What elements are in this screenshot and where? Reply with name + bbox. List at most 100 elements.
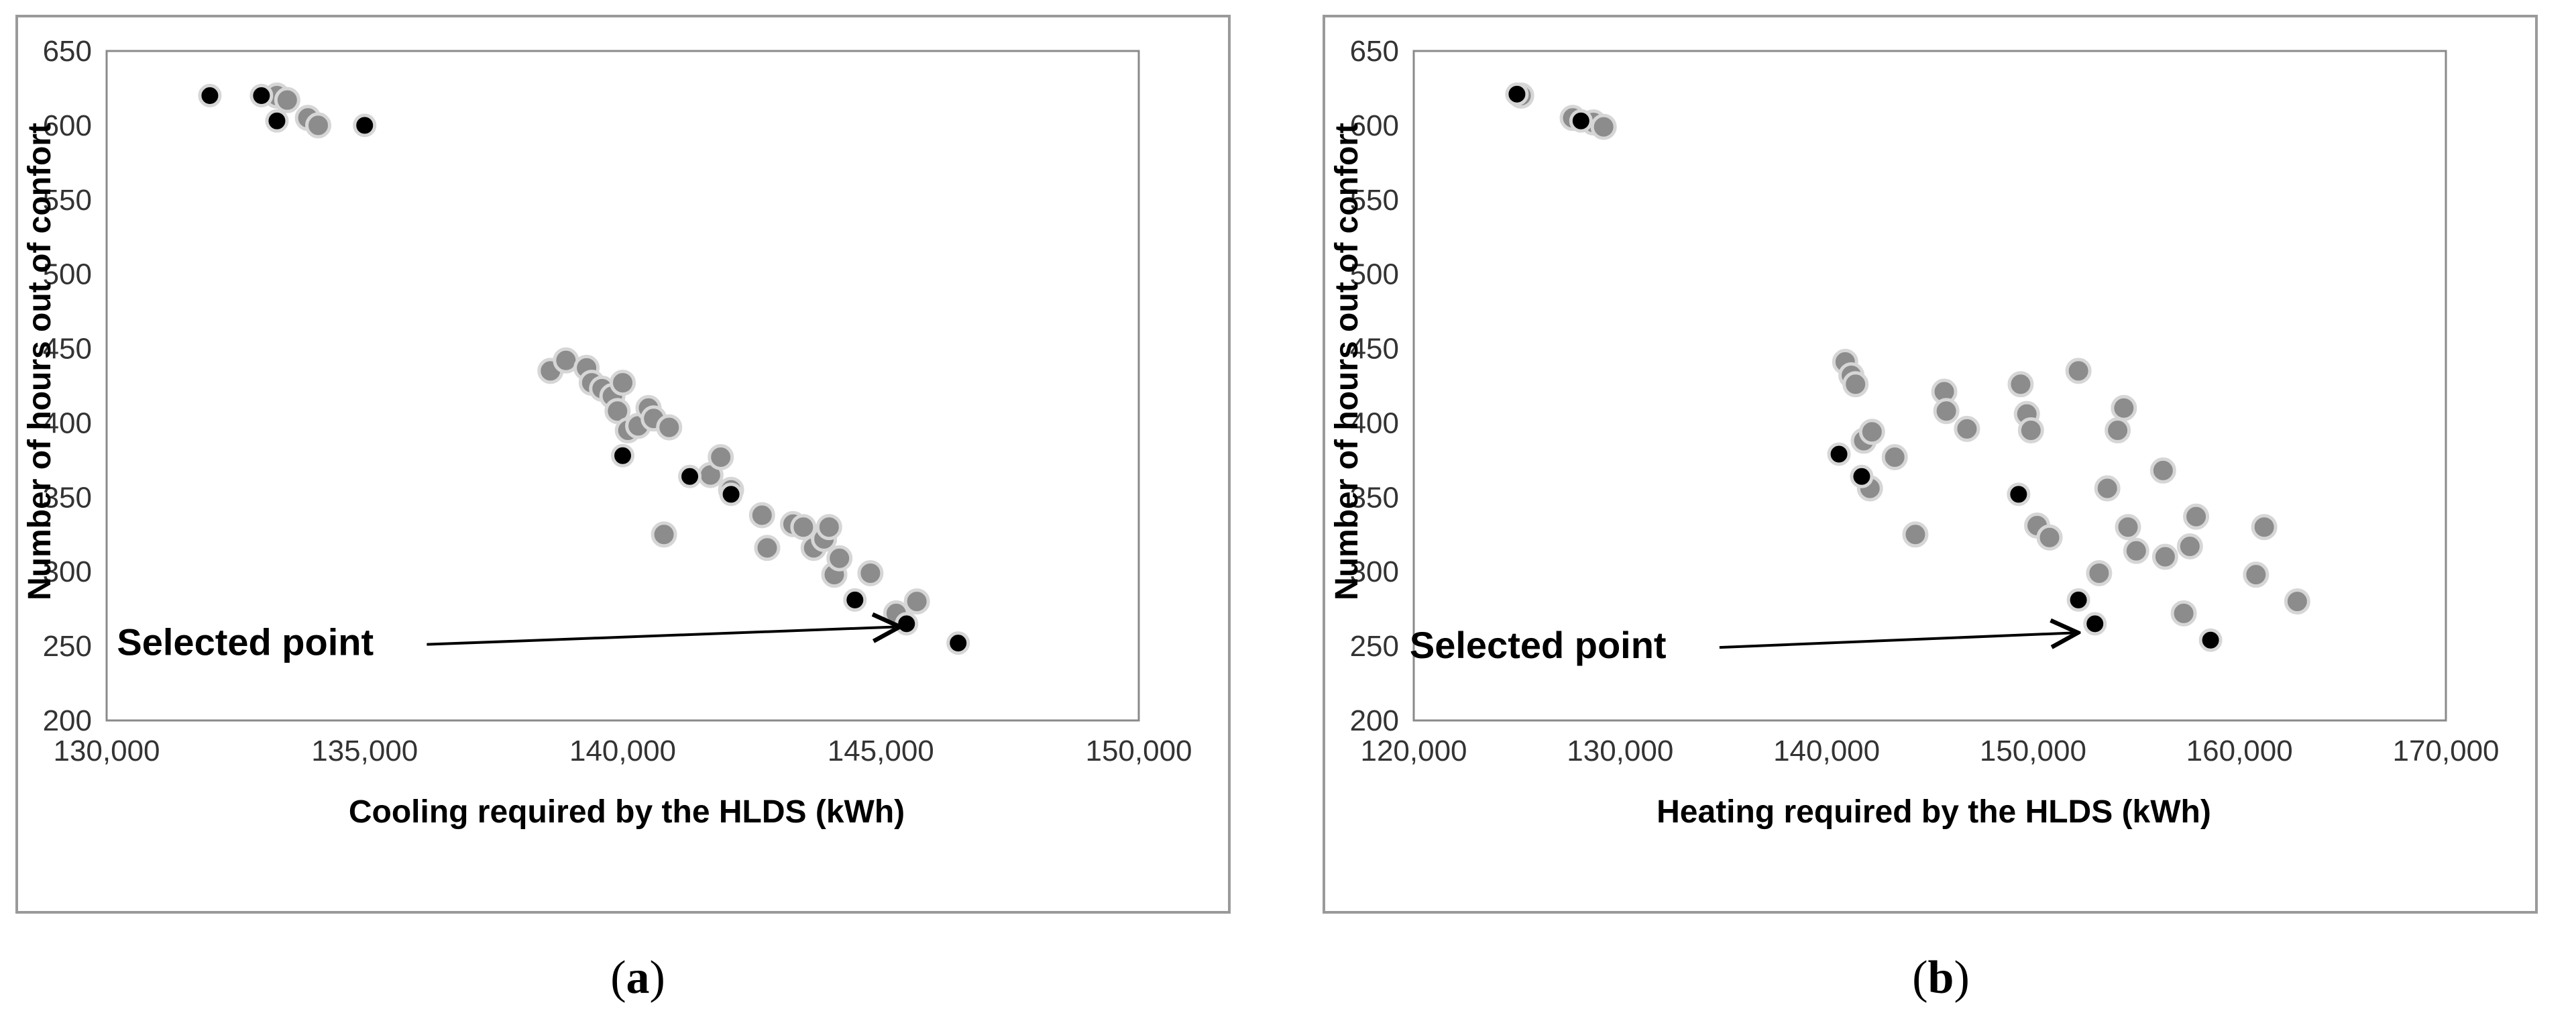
data-point-b — [2183, 503, 2210, 530]
y-tick-label-b: 550 — [1350, 184, 1399, 217]
x-tick-label-a: 135,000 — [311, 735, 418, 767]
x-tick-label-a: 130,000 — [53, 735, 160, 767]
y-tick-label-a: 400 — [43, 407, 92, 439]
data-point-a — [748, 502, 775, 529]
plot-group-a: 200 250 300 350 400 450 500 550 600 650 130,000 135… — [22, 35, 1192, 830]
data-point-b — [2115, 514, 2141, 541]
selected-point-b — [1569, 109, 1593, 133]
y-tick-label-a: 300 — [43, 555, 92, 588]
y-axis-title-a: Number of hours out of confort — [22, 123, 58, 600]
annotation-arrow-a — [427, 627, 899, 646]
caption-b-letter: b — [1927, 952, 1954, 1004]
data-point-b — [2094, 475, 2121, 502]
data-point-a — [610, 370, 636, 396]
y-tick-label-b: 500 — [1350, 258, 1399, 291]
x-tick-label-a: 140,000 — [569, 735, 676, 767]
annotation-label-b: Selected point — [1410, 624, 1667, 666]
data-point-b — [2086, 559, 2113, 586]
data-point-a — [274, 87, 300, 113]
data-point-a — [816, 514, 842, 541]
x-tick-label-b: 160,000 — [2186, 735, 2293, 767]
data-point-b — [1933, 398, 1960, 425]
y-tick-label-a: 350 — [43, 481, 92, 514]
data-point-b — [2105, 417, 2131, 444]
data-point-a — [304, 112, 331, 139]
x-tick-label-a: 150,000 — [1085, 735, 1192, 767]
selected-point-b — [1827, 442, 1851, 466]
data-point-a — [754, 535, 781, 561]
caption-a: (a) — [610, 952, 665, 1004]
data-point-a — [826, 545, 853, 572]
selected-point-a — [719, 482, 743, 506]
plot-group-b: 200 250 300 350 400 450 500 550 600 650 120,000 130… — [1329, 35, 2500, 830]
data-point-a — [790, 514, 817, 541]
annotation-label-a: Selected point — [117, 621, 374, 663]
selected-point-a — [895, 612, 919, 636]
selected-point-a — [249, 84, 274, 108]
y-tick-label-a: 250 — [43, 630, 92, 663]
x-tick-label-a: 145,000 — [828, 735, 934, 767]
y-tick-label-b: 250 — [1350, 630, 1399, 663]
y-tick-label-b: 350 — [1350, 481, 1399, 514]
data-point-a — [656, 414, 683, 441]
data-point-b — [1902, 521, 1929, 548]
selected-point-a — [198, 84, 222, 108]
data-point-a — [903, 588, 930, 615]
y-tick-label-a: 450 — [43, 333, 92, 366]
data-point-b — [1881, 443, 1908, 470]
selected-point-b — [2066, 588, 2090, 612]
x-tick-label-b: 150,000 — [1980, 735, 2086, 767]
data-point-b — [2149, 457, 2176, 484]
data-point-b — [2151, 543, 2178, 570]
y-axis-title-b: Number of hours out of confort — [1329, 123, 1365, 600]
data-point-a — [857, 559, 884, 586]
data-point-b — [2123, 537, 2149, 564]
selected-point-a — [946, 631, 970, 655]
y-tick-label-a: 500 — [43, 258, 92, 291]
x-axis-title-a: Cooling required by the HLDS (kWh) — [349, 794, 905, 830]
chart-panel-b: 200 250 300 350 400 450 500 550 600 650 120,000 130… — [1323, 15, 2538, 914]
plot-area-b — [1412, 50, 2447, 722]
selected-point-b — [2198, 628, 2223, 652]
data-point-b — [2065, 358, 2092, 384]
data-point-b — [2243, 561, 2270, 588]
x-tick-label-b: 140,000 — [1773, 735, 1880, 767]
data-point-b — [2284, 588, 2310, 615]
y-tick-label-a: 200 — [43, 704, 92, 737]
x-tick-label-b: 130,000 — [1567, 735, 1673, 767]
selected-point-a — [678, 464, 702, 488]
data-point-a — [708, 443, 734, 470]
y-tick-label-a: 650 — [43, 35, 92, 68]
data-point-b — [2111, 394, 2137, 421]
data-point-b — [1842, 371, 1869, 398]
data-point-b — [1590, 113, 1617, 140]
selected-point-a — [353, 113, 377, 138]
data-point-b — [2036, 524, 2063, 551]
data-point-b — [2017, 417, 2044, 444]
data-point-b — [1954, 415, 1980, 442]
scatter-chart-b: 200 250 300 350 400 450 500 550 600 650 120,000 130… — [1329, 35, 2500, 830]
selected-point-a — [265, 109, 289, 133]
data-point-b — [2170, 600, 2197, 627]
data-point-b — [2251, 514, 2278, 541]
y-tick-label-b: 300 — [1350, 555, 1399, 588]
selected-point-b — [2083, 612, 2107, 636]
selected-point-b — [2007, 482, 2031, 506]
selected-point-a — [611, 443, 634, 468]
chart-panel-a: 200 250 300 350 400 450 500 550 600 650 130,000 135… — [15, 15, 1231, 914]
y-tick-label-b: 200 — [1350, 704, 1399, 737]
data-point-b — [2007, 371, 2034, 398]
y-tick-label-b: 650 — [1350, 35, 1399, 68]
data-point-a — [651, 521, 677, 548]
selected-point-b — [1505, 82, 1529, 106]
y-tick-label-a: 600 — [43, 109, 92, 142]
y-tick-label-b: 600 — [1350, 109, 1399, 142]
caption-b: (b) — [1912, 952, 1970, 1004]
scatter-chart-a: 200 250 300 350 400 450 500 550 600 650 130,000 135… — [22, 35, 1192, 830]
data-point-b — [1858, 419, 1885, 445]
y-tick-label-b: 450 — [1350, 333, 1399, 366]
data-point-b — [2176, 533, 2203, 560]
caption-a-letter: a — [626, 952, 650, 1004]
selected-point-b — [1850, 464, 1874, 488]
x-tick-label-b: 120,000 — [1360, 735, 1467, 767]
